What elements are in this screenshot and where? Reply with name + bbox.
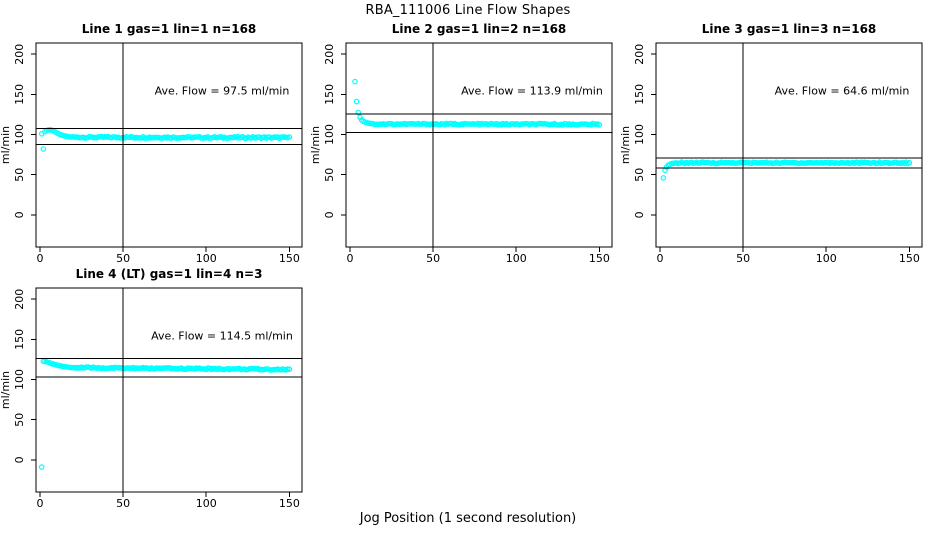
y-tick-label: 50 [633,168,646,182]
x-tick-label: 100 [196,252,217,264]
y-axis-title: ml/min [620,126,632,164]
y-tick-label: 150 [633,84,646,105]
avg-flow-annotation: Ave. Flow = 113.9 ml/min [461,84,603,97]
y-tick-label: 0 [633,211,646,218]
avg-flow-annotation: Ave. Flow = 64.6 ml/min [775,84,910,97]
avg-flow-annotation: Ave. Flow = 114.5 ml/min [151,329,293,342]
y-tick-label: 100 [323,124,336,145]
data-point [596,122,603,128]
avg-flow-annotation: Ave. Flow = 97.5 ml/min [155,84,290,97]
plot-box [345,42,613,248]
y-tick-label: 150 [13,329,26,350]
plot-box [35,287,303,493]
x-tick-label: 50 [116,497,130,509]
x-tick-label: 0 [656,252,663,264]
y-tick-label: 0 [13,211,26,218]
x-tick-label: 150 [589,252,610,264]
x-axis-label: Jog Position (1 second resolution) [359,511,577,526]
x-tick-label: 50 [116,252,130,264]
y-tick-label: 100 [13,369,26,390]
data-point [40,146,47,152]
panel-line1-chart: Line 1 gas=1 lin=1 n=168 0 50 100 150 0 50 100 1… [0,22,303,264]
x-tick-label: 50 [736,252,750,264]
data-point [352,78,358,85]
x-tick-label: 150 [899,252,920,264]
y-tick-label: 150 [323,84,336,105]
y-axis-title: ml/min [0,126,12,164]
data-point [38,464,45,470]
x-tick-label: 150 [279,497,300,509]
y-tick-label: 50 [13,413,26,427]
y-tick-label: 50 [323,168,336,182]
panel-title: Line 2 gas=1 lin=2 n=168 [392,22,567,36]
x-tick-label: 150 [279,252,300,264]
panel-line2-chart: Line 2 gas=1 lin=2 n=168 0 50 100 150 0 50 100 1… [310,22,613,264]
y-tick-label: 0 [323,211,336,218]
y-tick-label: 0 [13,456,26,463]
y-tick-label: 200 [323,44,336,65]
x-tick-label: 0 [36,252,43,264]
x-tick-label: 100 [506,252,527,264]
panel-line3-chart: Line 3 gas=1 lin=3 n=168 0 50 100 150 0 50 100 1… [620,22,923,264]
x-tick-label: 0 [346,252,353,264]
x-tick-label: 100 [816,252,837,264]
y-tick-label: 100 [633,124,646,145]
data-point [286,366,293,373]
y-tick-label: 150 [13,84,26,105]
panel-title: Line 3 gas=1 lin=3 n=168 [702,22,877,36]
y-tick-label: 200 [633,44,646,65]
y-tick-label: 200 [13,289,26,310]
panel-title: Line 1 gas=1 lin=1 n=168 [82,22,257,36]
y-tick-label: 100 [13,124,26,145]
panel-line4-chart: Line 4 (LT) gas=1 lin=4 n=3 0 50 100 150 0 50 1… [0,267,303,509]
data-point [286,134,293,140]
figure-title: RBA_111006 Line Flow Shapes [365,3,571,18]
plot-box [35,42,303,248]
x-tick-label: 50 [426,252,440,264]
y-tick-label: 50 [13,168,26,182]
y-tick-label: 200 [13,44,26,65]
data-point [353,98,360,105]
panel-title: Line 4 (LT) gas=1 lin=4 n=3 [76,267,263,281]
y-axis-title: ml/min [0,371,12,409]
y-axis-title: ml/min [310,126,322,164]
plot-box [655,42,923,248]
x-tick-label: 100 [196,497,217,509]
data-point [660,175,667,181]
data-point [906,159,913,166]
x-tick-label: 0 [36,497,43,509]
